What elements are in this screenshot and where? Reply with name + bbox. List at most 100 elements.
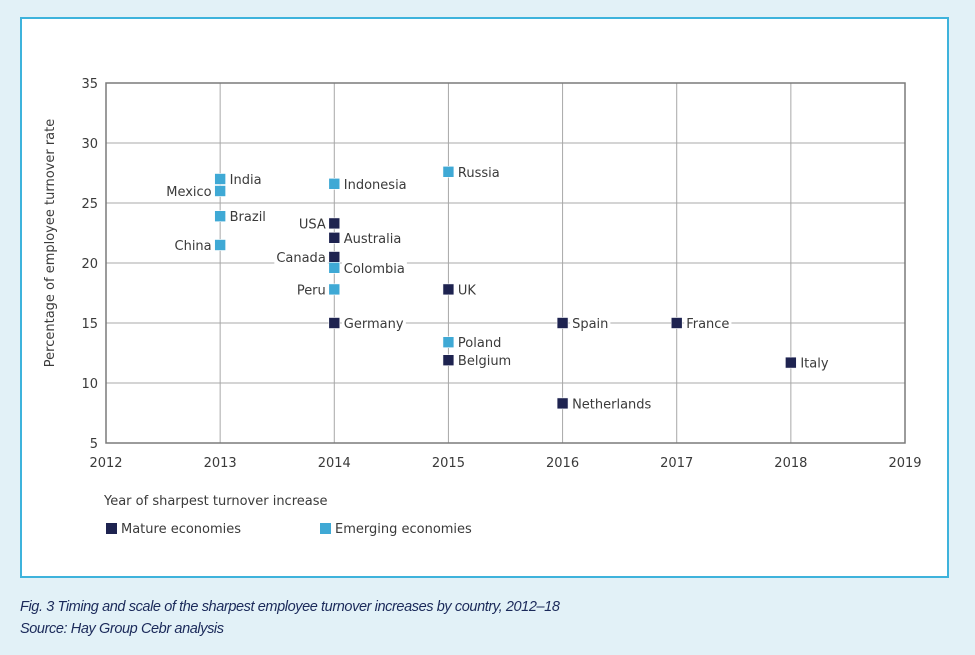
x-tick-label: 2018 <box>774 456 807 471</box>
label-background <box>341 317 406 332</box>
point-label: China <box>175 239 212 254</box>
label-background <box>227 173 264 188</box>
data-point: Netherlands <box>556 397 654 413</box>
x-tick-label: 2017 <box>660 456 693 471</box>
point-label: Spain <box>572 317 608 332</box>
data-point: China <box>172 239 226 254</box>
legend-swatch <box>320 523 331 534</box>
label-background <box>798 356 831 372</box>
label-background <box>684 317 732 332</box>
point-label: Poland <box>458 336 501 351</box>
x-axis-ticks: 2012 2013 2014 2015 2016 2017 2018 2019 <box>89 456 921 471</box>
point-marker <box>328 317 341 329</box>
point-marker <box>214 210 226 222</box>
point-marker <box>328 262 341 274</box>
label-background <box>341 177 409 193</box>
legend-label: Emerging economies <box>335 522 472 537</box>
point-marker <box>442 336 455 349</box>
data-point: Brazil <box>214 210 268 226</box>
data-point: Colombia <box>328 261 407 277</box>
data-point: Russia <box>442 165 502 181</box>
point-label: France <box>686 317 729 332</box>
data-point: Italy <box>785 356 831 372</box>
point-label: India <box>230 173 262 188</box>
data-point: Mexico <box>164 185 226 200</box>
data-point: Germany <box>328 317 406 332</box>
data-point: Spain <box>556 317 611 332</box>
legend: Mature economies Emerging economies <box>106 522 472 537</box>
y-axis-title: Percentage of employee turnover rate <box>43 119 58 367</box>
label-background <box>570 317 611 332</box>
point-marker <box>328 217 341 230</box>
legend-swatch <box>106 523 117 534</box>
data-point: India <box>214 173 264 188</box>
point-marker <box>328 232 341 244</box>
point-label: Russia <box>458 166 500 181</box>
y-tick-label: 25 <box>81 197 98 212</box>
x-tick-label: 2016 <box>546 456 579 471</box>
point-label: Australia <box>344 232 402 247</box>
point-label: Indonesia <box>344 178 407 193</box>
label-background <box>227 210 268 226</box>
point-label: Germany <box>344 317 404 332</box>
label-background <box>455 283 479 299</box>
plot-frame <box>105 82 906 444</box>
data-point: Belgium <box>442 354 514 370</box>
point-marker <box>556 317 569 329</box>
data-point: Canada <box>274 251 341 266</box>
point-marker <box>328 283 341 296</box>
x-tick-label: 2019 <box>888 456 921 471</box>
point-marker <box>442 283 455 296</box>
point-marker <box>556 397 569 410</box>
x-tick-label: 2014 <box>318 456 351 471</box>
data-points: USA Australia Canada Germany UK Belgium Spain N… <box>164 165 831 413</box>
x-tick-label: 2012 <box>89 456 122 471</box>
label-background <box>455 165 502 181</box>
label-background <box>172 239 214 254</box>
gridlines <box>106 83 905 443</box>
point-label: UK <box>458 283 477 298</box>
point-marker <box>442 354 455 367</box>
caption-source: Source: Hay Group Cebr analysis <box>20 621 224 637</box>
point-marker <box>785 356 797 369</box>
label-background <box>294 283 328 299</box>
legend-label: Mature economies <box>121 522 241 537</box>
data-point: Peru <box>294 283 341 299</box>
chart-panel: 5 10 15 20 25 30 35 2012 2013 2014 2015 2016 2017 20… <box>20 17 949 578</box>
label-background <box>274 251 328 266</box>
x-tick-label: 2013 <box>204 456 237 471</box>
point-marker <box>670 317 683 329</box>
point-marker <box>442 166 455 178</box>
label-background <box>341 261 407 277</box>
point-label: Italy <box>800 357 829 372</box>
point-label: USA <box>299 217 326 232</box>
point-label: Peru <box>297 283 326 298</box>
figure-caption: Fig. 3 Timing and scale of the sharpest … <box>20 596 560 640</box>
legend-item: Emerging economies <box>320 522 472 537</box>
label-background <box>296 217 328 233</box>
label-background <box>455 336 504 352</box>
data-point: Poland <box>442 336 504 352</box>
label-background <box>164 185 214 200</box>
legend-item: Mature economies <box>106 522 241 537</box>
y-axis-ticks: 5 10 15 20 25 30 35 <box>81 77 98 452</box>
data-point: UK <box>442 283 479 299</box>
y-tick-label: 30 <box>81 137 98 152</box>
point-label: Canada <box>276 251 325 266</box>
y-tick-label: 20 <box>81 257 98 272</box>
y-tick-label: 10 <box>81 377 98 392</box>
point-marker <box>328 251 341 263</box>
y-tick-label: 5 <box>90 437 98 452</box>
point-marker <box>328 178 341 190</box>
point-label: Colombia <box>344 262 405 277</box>
point-label: Belgium <box>458 354 511 369</box>
x-tick-label: 2015 <box>432 456 465 471</box>
y-tick-label: 35 <box>81 77 98 92</box>
data-point: France <box>670 317 732 332</box>
y-tick-label: 15 <box>81 317 98 332</box>
x-axis-title: Year of sharpest turnover increase <box>103 494 328 509</box>
label-background <box>455 354 514 370</box>
data-point: Indonesia <box>328 177 409 193</box>
data-point: Australia <box>328 231 404 247</box>
